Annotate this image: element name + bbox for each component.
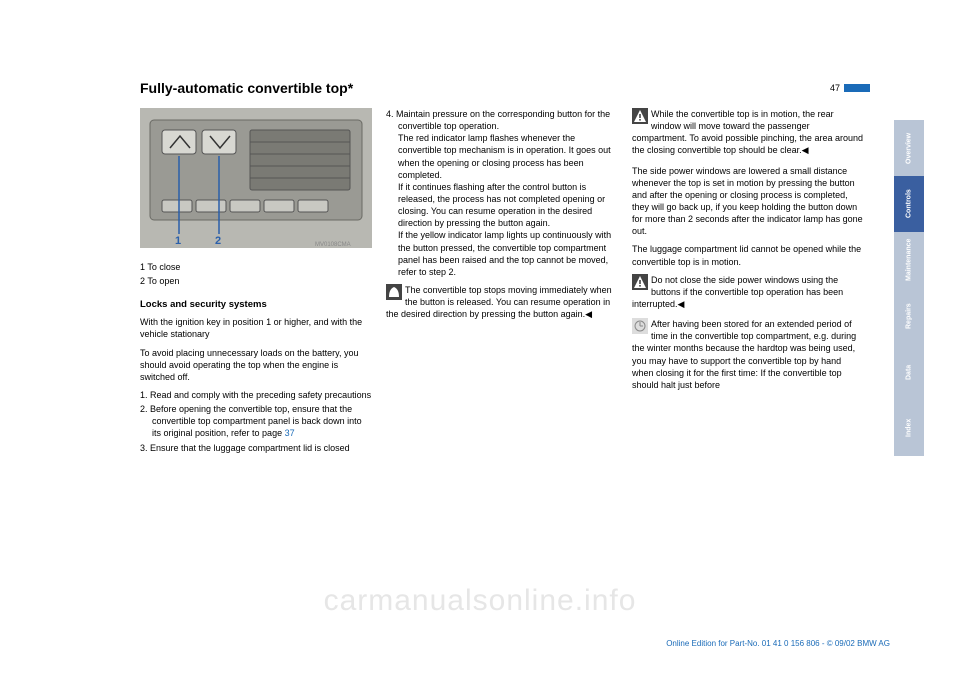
tab-overview[interactable]: Overview (894, 120, 924, 176)
paragraph: The luggage compartment lid cannot be op… (632, 243, 864, 267)
tab-index[interactable]: Index (894, 400, 924, 456)
figure-label-2: 2 (215, 235, 221, 247)
page-number: 47 (830, 83, 840, 93)
figure-caption-2: 2 To open (140, 275, 372, 287)
figure-label-1: 1 (175, 235, 181, 247)
paragraph: With the ignition key in position 1 or h… (140, 316, 372, 340)
page-reference-link[interactable]: 37 (285, 428, 295, 438)
tab-controls[interactable]: Controls (894, 176, 924, 232)
warning-icon (632, 274, 648, 290)
info-icon (386, 284, 402, 300)
figure-watermark: MV0108CMA (315, 242, 351, 248)
tab-repairs[interactable]: Repairs (894, 288, 924, 344)
dashboard-figure: 1 2 MV0108CMA (140, 108, 372, 248)
page-title: Fully-automatic convertible top* (140, 80, 830, 96)
tip-icon (632, 318, 648, 334)
note-text: While the convertible top is in motion, … (632, 109, 863, 155)
step-4: 4. Maintain pressure on the correspondin… (386, 108, 618, 278)
footer-text: Online Edition for Part-No. 01 41 0 156 … (0, 639, 890, 648)
column-1: 1 2 MV0108CMA 1 To close 2 To open Locks… (140, 108, 372, 460)
page-accent-bar (844, 84, 870, 92)
paragraph: To avoid placing unnecessary loads on th… (140, 347, 372, 383)
subheading-locks: Locks and security systems (140, 299, 372, 312)
step-3: 3. Ensure that the luggage compartment l… (140, 442, 372, 454)
paragraph: The side power windows are lowered a sma… (632, 165, 864, 238)
note-text: After having been stored for an extended… (632, 319, 856, 390)
step-1: 1. Read and comply with the preceding sa… (140, 389, 372, 401)
column-3: While the convertible top is in motion, … (632, 108, 864, 460)
note-text: The convertible top stops moving immedia… (386, 285, 612, 319)
tab-data[interactable]: Data (894, 344, 924, 400)
section-tabs: Overview Controls Maintenance Repairs Da… (894, 120, 924, 456)
tab-maintenance[interactable]: Maintenance (894, 232, 924, 288)
step-2: 2. Before opening the convertible top, e… (140, 403, 372, 439)
warning-icon (632, 108, 648, 124)
figure-caption-1: 1 To close (140, 261, 372, 273)
note-text: Do not close the side power windows usin… (632, 275, 843, 309)
column-2: 4. Maintain pressure on the correspondin… (386, 108, 618, 460)
